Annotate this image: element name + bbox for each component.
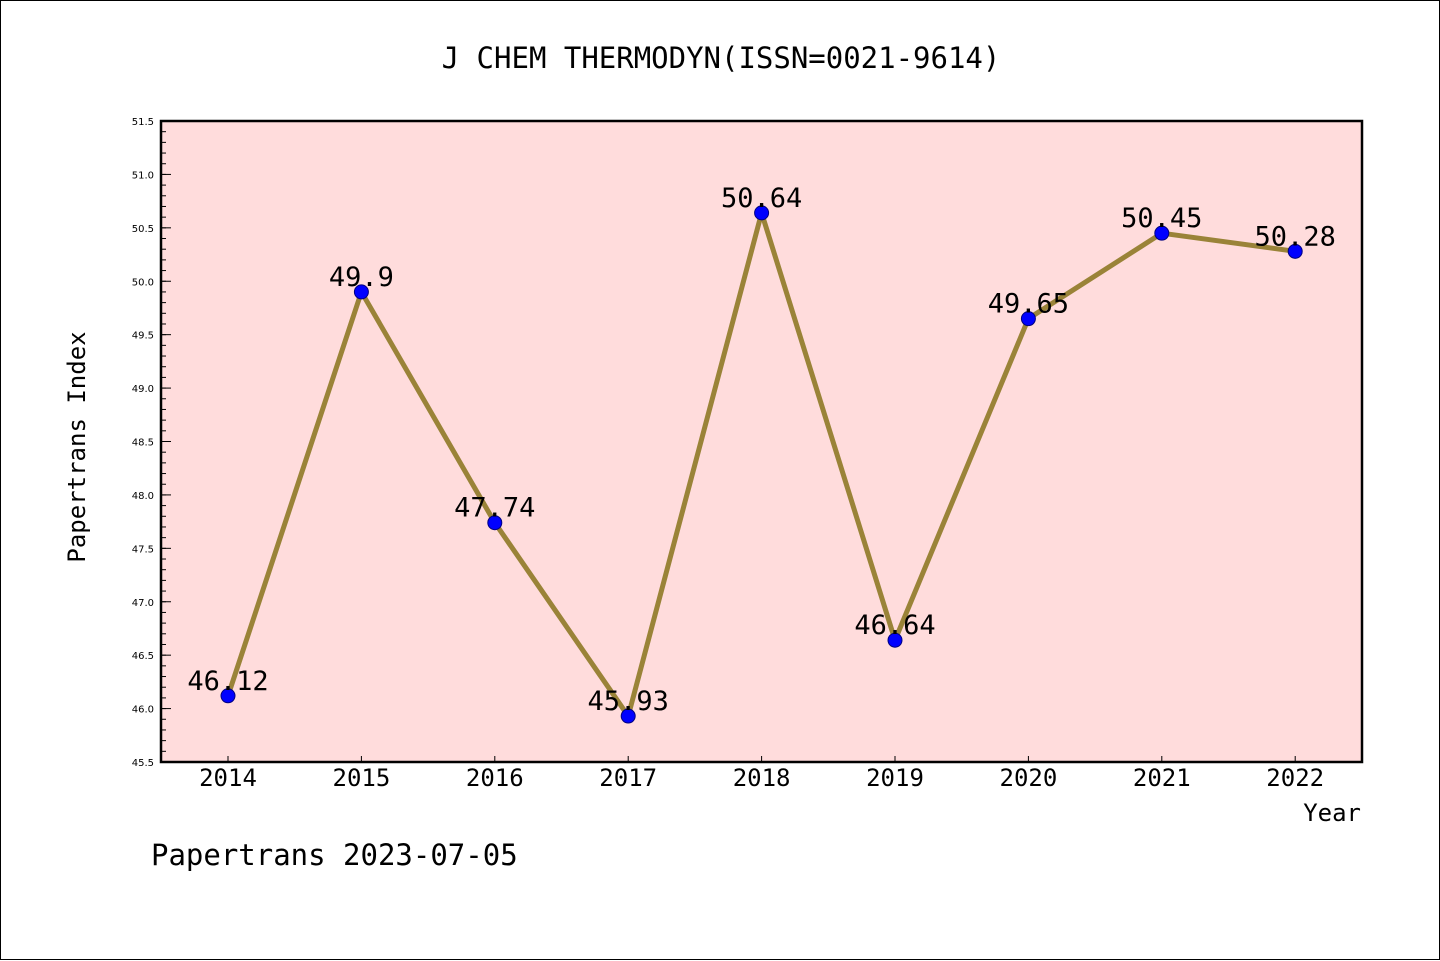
data-markers (220, 205, 1303, 724)
y-tick-label: 50.5 (132, 224, 154, 235)
x-tick-label: 2022 (1266, 764, 1324, 792)
x-tick-labels: 2014 2015 2016 2017 2018 2019 2020 2021 2022 (199, 764, 1324, 792)
y-tick-label: 45.5 (132, 758, 154, 769)
y-tick-label: 49.5 (132, 331, 154, 342)
data-label: 49.65 (988, 289, 1069, 320)
x-tick-label: 2014 (199, 764, 257, 792)
data-label: 50.64 (721, 183, 802, 214)
y-tick-label: 50.0 (132, 277, 154, 288)
y-tick-label: 49.0 (132, 384, 154, 395)
data-label: 50.45 (1121, 203, 1202, 234)
y-tick-label: 51.0 (132, 170, 154, 181)
data-point (887, 632, 903, 648)
data-label: 49.9 (329, 262, 394, 293)
x-tick-label: 2015 (333, 764, 391, 792)
y-tick-label: 51.5 (132, 117, 154, 128)
y-tick-label: 48.5 (132, 438, 154, 449)
data-label: 47.74 (454, 493, 535, 524)
data-point (1020, 311, 1036, 327)
plot-border (159, 119, 1364, 764)
y-tick-label: 47.5 (132, 544, 154, 555)
y-tick-label: 48.0 (132, 491, 154, 502)
x-axis-label: Year (1303, 799, 1361, 827)
x-tick-label: 2017 (599, 764, 657, 792)
data-point (754, 205, 770, 221)
data-label: 46.64 (854, 610, 935, 641)
data-point (487, 515, 503, 531)
y-tick-label: 46.5 (132, 651, 154, 662)
data-label: 46.12 (187, 666, 268, 697)
x-tick-label: 2018 (733, 764, 791, 792)
data-point (620, 708, 636, 724)
data-label: 50.28 (1255, 221, 1336, 252)
x-tick-label: 2019 (866, 764, 924, 792)
footer-watermark: Papertrans 2023-07-05 (151, 838, 518, 872)
x-tick-label: 2021 (1133, 764, 1191, 792)
data-point (1287, 243, 1303, 259)
data-point (353, 284, 369, 300)
y-tick-labels: 45.5 46.0 46.5 47.0 47.5 48.0 48.5 49.0 49.5 50.0… (132, 117, 154, 769)
x-tick-label: 2020 (1000, 764, 1058, 792)
y-tick-label: 47.0 (132, 598, 154, 609)
chart-title: J CHEM THERMODYN(ISSN=0021-9614) (442, 41, 1001, 75)
data-point (220, 688, 236, 704)
data-label: 45.93 (588, 686, 669, 717)
y-axis-label: Papertrans Index (63, 331, 91, 562)
x-tick-label: 2016 (466, 764, 524, 792)
y-tick-label: 46.0 (132, 705, 154, 716)
data-labels: 46.12 49.9 47.74 45.93 50.64 46.64 49.65 50.45 5… (187, 183, 1335, 717)
data-point (1154, 225, 1170, 241)
